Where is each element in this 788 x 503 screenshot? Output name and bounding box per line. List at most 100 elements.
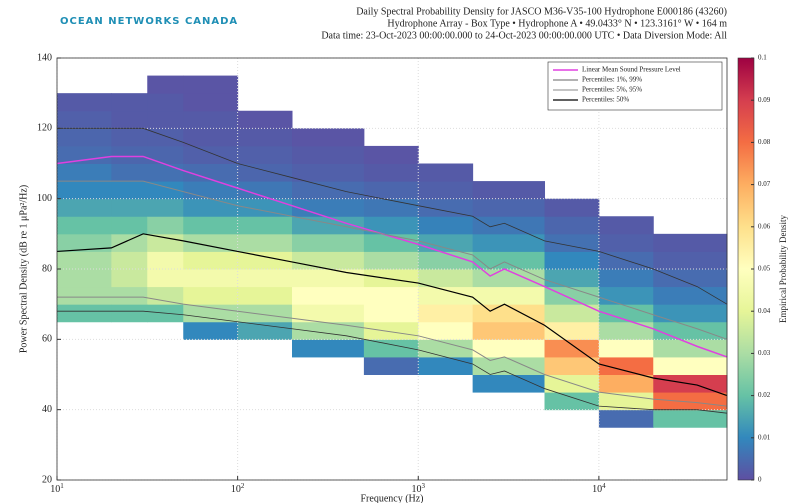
density-cell [292,164,364,182]
colorbar-label: Empirical Probability Density [778,215,788,323]
logo: OCEAN NETWORKS CANADA [60,16,238,27]
density-cell [147,93,183,111]
density-cell [545,339,600,357]
density-cell [57,216,112,234]
density-cell [653,357,727,375]
density-cell [57,287,112,305]
y-tick-label: 140 [37,52,52,63]
density-cell [111,234,147,252]
density-cell [147,128,183,146]
density-cell [238,111,293,129]
density-cell [292,234,364,252]
density-cell [147,269,183,287]
density-cell [57,146,112,164]
x-tick-base: 10 [412,484,422,495]
density-cell [418,304,473,322]
density-cell [473,375,545,393]
density-cell [364,287,419,305]
density-cell [418,251,473,269]
density-cell [292,251,364,269]
density-cell [545,216,600,234]
density-cell [111,181,147,199]
colorbar-tick-label: 0.04 [758,307,771,315]
density-cell [653,234,727,252]
density-cell [653,287,727,305]
density-cell [183,251,238,269]
density-cell [364,269,419,287]
density-cell [111,111,147,129]
density-cell [111,216,147,234]
density-cell [57,181,112,199]
colorbar-tick-label: 0.07 [758,180,771,188]
density-cell [111,128,147,146]
legend-label: Percentiles: 5%, 95% [582,86,642,94]
density-cell [111,251,147,269]
density-cell [183,304,238,322]
colorbar-tick-label: 0.03 [758,349,771,357]
density-cell [292,128,364,146]
chart-title: Data time: 23-Oct-2023 00:00:00.000 to 2… [321,30,727,41]
y-tick-label: 80 [42,263,52,274]
density-cell [183,322,238,340]
density-cell [111,287,147,305]
density-cell [111,199,147,217]
density-cell [653,251,727,269]
density-cell [238,164,293,182]
density-cell [183,287,238,305]
y-tick-label: 60 [42,334,52,345]
density-cell [418,164,473,182]
y-axis-label: Power Spectral Density (dB re 1 μPa²/Hz) [18,185,29,353]
density-cell [473,357,545,375]
density-cell [57,251,112,269]
density-cell [653,304,727,322]
density-cell [653,269,727,287]
density-cell [364,251,419,269]
density-cell [599,339,654,357]
density-cell [57,269,112,287]
density-cell [473,251,545,269]
density-cell [147,164,183,182]
density-cell [418,269,473,287]
colorbar-tick-label: 0.01 [758,433,771,441]
density-cell [545,287,600,305]
density-cell [57,199,112,217]
density-cell [473,322,545,340]
colorbar-tick-label: 0.06 [758,222,771,230]
colorbar-tick-label: 0.02 [758,391,771,399]
x-tick-exponent: 4 [602,482,606,490]
density-cell [183,269,238,287]
x-tick-base: 10 [50,484,60,495]
density-cell [183,128,238,146]
chart-title: Daily Spectral Probability Density for J… [356,6,727,17]
density-cell [238,322,293,340]
colorbar-tick-label: 0 [758,476,762,484]
x-tick-base: 10 [592,484,602,495]
density-cell [57,304,112,322]
density-cell [364,146,419,164]
density-cell [545,392,600,410]
density-cell [599,410,654,428]
y-tick-label: 120 [37,123,52,134]
density-cell [473,199,545,217]
density-cell [418,199,473,217]
density-cell [599,216,654,234]
density-cell [57,93,112,111]
density-cell [238,287,293,305]
x-tick-label: 101 [50,482,64,496]
density-cell [653,339,727,357]
density-cell [111,164,147,182]
y-tick-label: 40 [42,404,52,415]
density-cell [111,93,147,111]
density-cell [111,146,147,164]
x-tick-exponent: 1 [60,482,64,490]
density-cell [545,251,600,269]
density-cell [147,287,183,305]
density-cell [147,146,183,164]
density-cell [292,199,364,217]
legend-label: Percentiles: 1%, 99% [582,76,642,84]
density-cell [418,322,473,340]
density-cell [599,322,654,340]
density-cell [111,304,147,322]
density-cell [418,216,473,234]
density-cell [238,269,293,287]
